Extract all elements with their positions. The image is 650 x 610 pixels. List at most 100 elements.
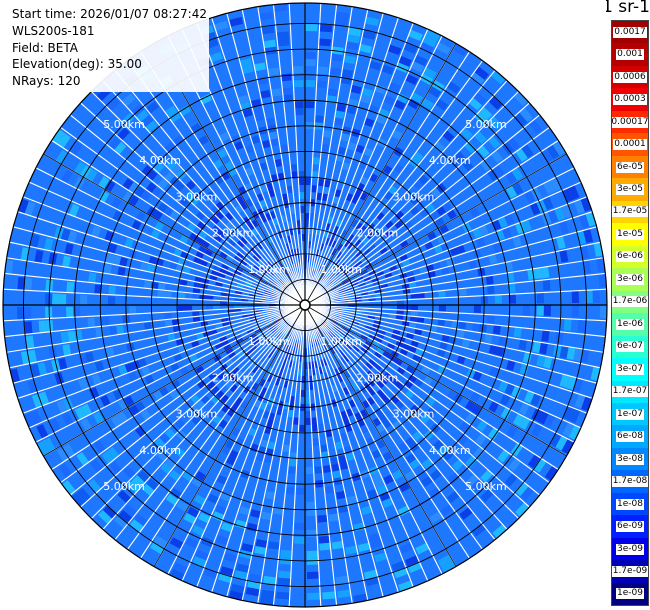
range-gate [333, 117, 344, 126]
range-gate [416, 316, 425, 323]
range-gate [220, 394, 230, 404]
range-gate [497, 216, 508, 228]
range-gate [348, 459, 358, 468]
ray-gap [304, 304, 541, 496]
ray-gap [3, 288, 306, 306]
range-gate [372, 417, 382, 427]
range-gate [225, 255, 234, 263]
range-gate [163, 141, 176, 154]
range-gate [415, 542, 430, 555]
range-gate [129, 315, 137, 324]
range-gate [490, 70, 506, 85]
range-gate [112, 255, 122, 266]
range-gate [35, 173, 48, 188]
range-gate [368, 532, 382, 543]
range-gate [353, 333, 361, 340]
range-gate [409, 216, 419, 226]
range-gate [192, 556, 207, 568]
range-gate [379, 491, 391, 502]
range-gate [540, 148, 554, 163]
range-gate [115, 376, 126, 388]
range-gate [191, 476, 203, 488]
range-gate [394, 380, 404, 390]
colorbar-level-label: 0.001 [616, 49, 644, 61]
range-gate [276, 591, 290, 600]
ray-gap [102, 80, 306, 306]
range-gate [24, 277, 33, 291]
ray-gap [304, 304, 530, 508]
range-gate [24, 201, 36, 217]
range-gate [387, 185, 398, 195]
range-gate [71, 492, 86, 508]
range-gate [305, 59, 317, 67]
ray-gap [4, 272, 306, 306]
range-gate [463, 172, 475, 184]
range-gate [493, 90, 508, 105]
range-gate [439, 341, 448, 350]
range-gate [306, 494, 316, 502]
range-gate [249, 270, 257, 277]
range-gate [460, 127, 473, 140]
range-gate [328, 513, 340, 522]
range-gate [217, 230, 226, 239]
range-gate [238, 228, 247, 237]
range-gate [501, 226, 512, 239]
range-gate [388, 135, 399, 146]
range-gate [257, 260, 265, 267]
range-gate [195, 236, 204, 245]
range-gate [170, 487, 183, 500]
range-gate [60, 331, 69, 344]
range-gate [141, 366, 151, 377]
range-gate [505, 171, 518, 184]
range-gate [293, 94, 304, 102]
range-gate [250, 443, 260, 453]
range-gate [128, 417, 140, 430]
range-gate [271, 520, 283, 529]
range-gate [116, 127, 130, 141]
range-gate [306, 557, 319, 565]
range-gate [236, 283, 244, 289]
range-gate [225, 348, 234, 356]
range-gate [539, 342, 548, 355]
range-gate [410, 92, 423, 104]
range-gate [164, 319, 173, 328]
range-gate [149, 541, 165, 555]
range-gate [246, 328, 255, 335]
ray-gap [304, 13, 384, 306]
range-gate [328, 320, 336, 326]
range-gate [410, 61, 425, 73]
range-gate [306, 550, 319, 558]
range-gate [60, 228, 71, 242]
ray-gap [257, 6, 306, 306]
range-gate [409, 530, 424, 542]
ray-gap [241, 9, 306, 306]
range-gate [362, 248, 371, 256]
range-gate [354, 411, 363, 421]
range-gate [343, 282, 351, 288]
range-gate [66, 306, 74, 318]
range-gate [403, 42, 418, 54]
range-ring-label: 4.00km [139, 444, 181, 457]
range-ring-label: 4.00km [139, 154, 181, 167]
range-gate [497, 449, 510, 463]
range-gate [92, 411, 105, 425]
range-gate [276, 584, 291, 593]
range-gate [280, 549, 293, 558]
colorbar-level: 0.0001 [612, 133, 648, 156]
range-gate [593, 242, 603, 257]
range-gate [264, 289, 272, 294]
range-gate [293, 80, 304, 88]
range-gate [241, 314, 250, 319]
range-gate [261, 511, 272, 521]
range-gate [415, 280, 424, 287]
range-gate [559, 345, 569, 359]
range-gate [491, 445, 505, 459]
range-gate [319, 542, 331, 551]
range-gate [271, 337, 278, 344]
range-gate [246, 222, 255, 231]
range-gate [487, 387, 498, 400]
range-gate [405, 73, 419, 85]
range-gate [106, 97, 121, 112]
ray-gap [80, 102, 306, 306]
range-gate [98, 176, 110, 189]
